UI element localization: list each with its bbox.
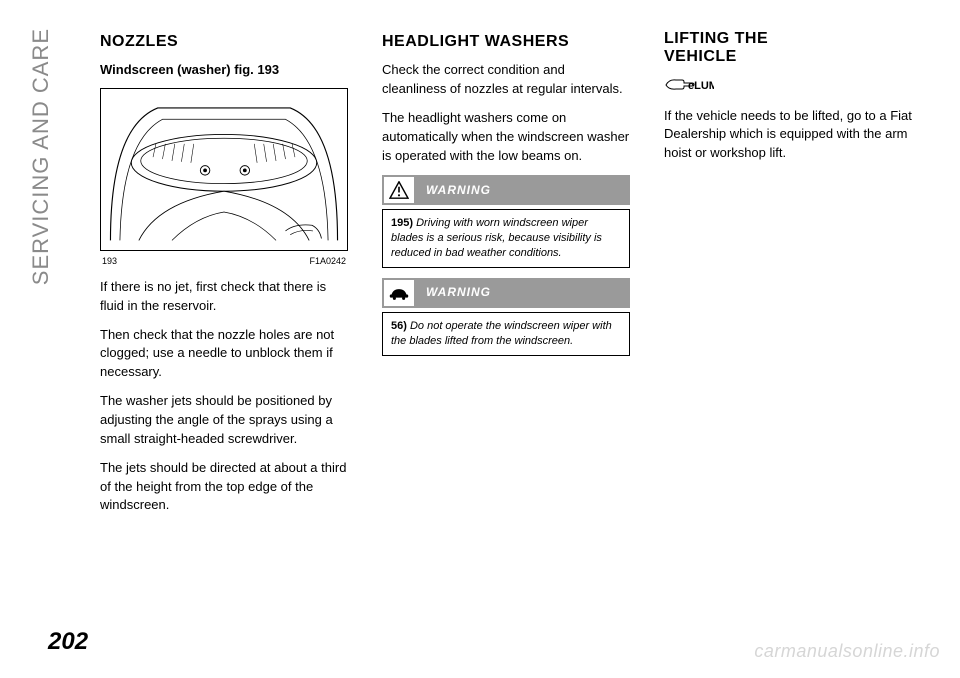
warning-ref-56: 56)	[391, 320, 407, 332]
warning-body-195: 195) Driving with worn windscreen wiper …	[382, 209, 630, 268]
heading-lifting-l2: VEHICLE	[664, 48, 737, 65]
figure-193-caption: 193 F1A0242	[100, 255, 348, 268]
warning-label-1: WARNING	[426, 182, 491, 199]
heading-nozzles: NOZZLES	[100, 30, 348, 53]
hw-para-2: The headlight washers come on automatica…	[382, 109, 630, 166]
nozzles-para-1: If there is no jet, first check that the…	[100, 278, 348, 316]
warning-body-56: 56) Do not operate the windscreen wiper …	[382, 312, 630, 356]
column-headlight-washers: HEADLIGHT WASHERS Check the correct cond…	[382, 30, 630, 570]
page-content: NOZZLES Windscreen (washer) fig. 193	[0, 0, 960, 600]
warning-text-56: Do not operate the windscreen wiper with…	[391, 320, 612, 347]
hw-para-1: Check the correct condition and cleanlin…	[382, 61, 630, 99]
warning-bar-1: WARNING	[382, 175, 630, 205]
figure-code: F1A0242	[309, 255, 346, 268]
heading-lifting: LIFTING THE VEHICLE	[664, 30, 912, 67]
warning-triangle-icon	[382, 175, 416, 205]
warning-label-2: WARNING	[426, 284, 491, 301]
figure-193-svg	[101, 89, 347, 250]
figure-num: 193	[102, 255, 117, 268]
figure-193	[100, 88, 348, 251]
nozzles-para-4: The jets should be directed at about a t…	[100, 459, 348, 516]
heading-headlight-washers: HEADLIGHT WASHERS	[382, 30, 630, 53]
subheading-windscreen: Windscreen (washer) fig. 193	[100, 61, 348, 80]
page-number: 202	[48, 628, 88, 656]
lifting-para-1: If the vehicle needs to be lifted, go to…	[664, 107, 912, 164]
warning-car-icon	[382, 278, 416, 308]
column-nozzles: NOZZLES Windscreen (washer) fig. 193	[100, 30, 348, 570]
section-sidebar-label: SERVICING AND CARE	[28, 28, 54, 285]
heading-lifting-l1: LIFTING THE	[664, 30, 768, 47]
warning-ref-195: 195)	[391, 217, 413, 229]
warning-bar-2: WARNING	[382, 278, 630, 308]
column-lifting: LIFTING THE VEHICLE eLUM If the vehicle …	[664, 30, 912, 570]
nozzles-para-3: The washer jets should be positioned by …	[100, 392, 348, 449]
warning-text-195: Driving with worn windscreen wiper blade…	[391, 217, 602, 259]
pointing-hand-icon: eLUM	[664, 75, 714, 101]
elum-label: eLUM	[688, 80, 714, 92]
nozzles-para-2: Then check that the nozzle holes are not…	[100, 326, 348, 383]
watermark: carmanualsonline.info	[754, 641, 940, 662]
